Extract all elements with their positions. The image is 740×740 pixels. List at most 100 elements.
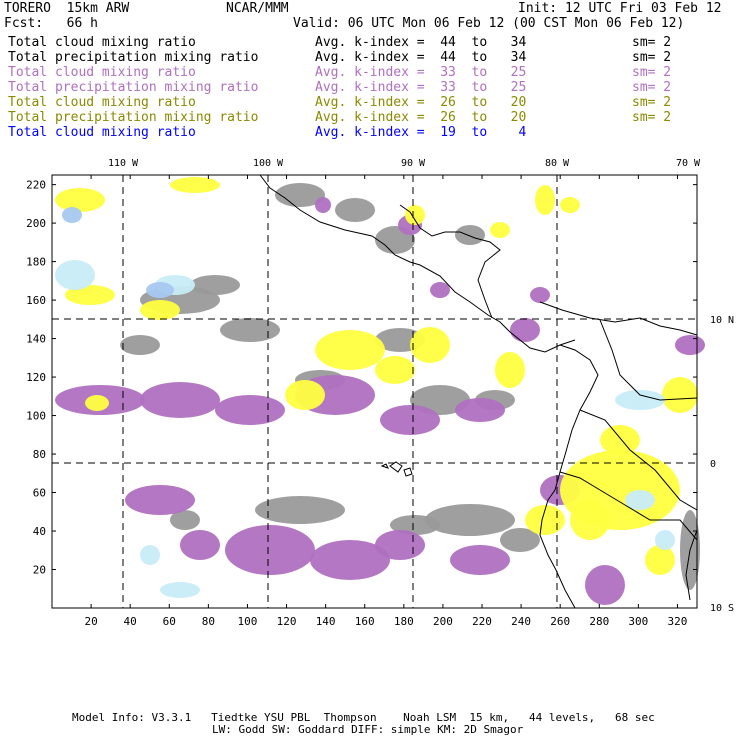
gray-cloud-area-13 [425, 504, 515, 536]
yellow-cloud-area-43 [285, 380, 325, 410]
yellow-cloud-area-44 [410, 327, 450, 363]
legend-sm-2: sm= 2 [632, 65, 672, 80]
purple-cloud-area-33 [315, 197, 331, 213]
gray-cloud-area-12 [255, 496, 345, 524]
purple-cloud-area-36 [530, 287, 550, 303]
x-tick-label-0: 20 [84, 615, 97, 628]
x-tick-label-15: 320 [668, 615, 688, 628]
blue-cloud-area-65 [146, 282, 174, 298]
y-tick-label-3: 80 [33, 448, 46, 461]
model-title: TORERO 15km ARW [4, 1, 130, 16]
y-tick-label-9: 200 [26, 217, 46, 230]
legend-field-0: Total cloud mixing ratio [8, 35, 196, 50]
yellow-cloud-area-45 [375, 356, 415, 384]
purple-cloud-area-23 [455, 398, 505, 422]
purple-cloud-area-25 [225, 525, 315, 575]
forecast-hour: Fcst: 66 h [4, 16, 98, 31]
lon-label-0: 110 W [108, 158, 139, 169]
x-tick-label-5: 120 [277, 615, 297, 628]
legend-sm-0: sm= 2 [632, 35, 672, 50]
country-border-1 [599, 319, 698, 401]
valid-time: Valid: 06 UTC Mon 06 Feb 12 (00 CST Mon … [293, 16, 685, 31]
model-info-line-1: Model Info: V3.3.1 Tiedtke YSU PBL Thomp… [72, 711, 655, 724]
yellow-cloud-area-49 [525, 505, 565, 535]
yellow-cloud-area-56 [600, 425, 640, 455]
x-tick-label-14: 300 [628, 615, 648, 628]
purple-cloud-area-19 [140, 382, 220, 418]
x-tick-label-11: 240 [511, 615, 531, 628]
yellow-cloud-area-53 [560, 197, 580, 213]
yellow-cloud-area-50 [662, 377, 698, 413]
purple-cloud-area-29 [510, 318, 540, 342]
yellow-cloud-area-46 [495, 352, 525, 388]
lat-label-1: 0 [710, 459, 716, 470]
gray-cloud-area-1 [335, 198, 375, 222]
y-tick-label-8: 180 [26, 256, 46, 269]
coastlines [259, 174, 698, 609]
legend-field-4: Total cloud mixing ratio [8, 95, 196, 110]
yellow-cloud-area-51 [490, 222, 510, 238]
x-tick-label-8: 180 [394, 615, 414, 628]
caribbean-coast [399, 204, 501, 319]
gray-cloud-area-14 [500, 528, 540, 552]
x-tick-label-12: 260 [550, 615, 570, 628]
purple-cloud-area-24 [125, 485, 195, 515]
south-america-north-coast [539, 301, 698, 336]
purple-cloud-area-35 [430, 282, 450, 298]
x-tick-label-1: 40 [124, 615, 137, 628]
yellow-cloud-area-40 [65, 285, 115, 305]
lon-label-1: 100 W [253, 158, 284, 169]
lat-label-0: 10 N [710, 315, 734, 326]
yellow-cloud-area-38 [170, 177, 220, 193]
purple-cloud-area-30 [585, 565, 625, 605]
lon-label-2: 90 W [401, 158, 426, 169]
map-frame [51, 174, 698, 609]
pacific-coast [259, 174, 576, 353]
x-tick-label-4: 100 [238, 615, 258, 628]
y-tick-label-7: 160 [26, 294, 46, 307]
purple-cloud-area-20 [215, 395, 285, 425]
lightblue-cloud-area-58 [55, 260, 95, 290]
legend-kindex-6: Avg. k-index = 19 to 4 [315, 125, 527, 140]
legend-sm-4: sm= 2 [632, 95, 672, 110]
gray-cloud-area-15 [390, 515, 440, 535]
legend-kindex-3: Avg. k-index = 33 to 25 [315, 80, 527, 95]
yellow-cloud-area-39 [55, 188, 105, 212]
legend-field-5: Total precipitation mixing ratio [8, 110, 259, 125]
lat-lon-grid: 110 W 100 W 90 W 80 W 70 W 10 N 0 10 S [52, 158, 734, 614]
gray-cloud-area-7 [120, 335, 160, 355]
yellow-cloud-area-42 [315, 330, 385, 370]
x-tick-label-13: 280 [589, 615, 609, 628]
yellow-cloud-area-52 [535, 185, 555, 215]
y-tick-label-0: 20 [33, 564, 46, 577]
gray-cloud-area-17 [170, 510, 200, 530]
model-info-line-2: LW: Godd SW: Goddard DIFF: simple KM: 2D… [212, 723, 524, 736]
legend-kindex-4: Avg. k-index = 26 to 20 [315, 95, 527, 110]
y-tick-label-5: 120 [26, 371, 46, 384]
legend-sm-5: sm= 2 [632, 110, 672, 125]
y-tick-label-1: 40 [33, 525, 46, 538]
y-tick-label-6: 140 [26, 333, 46, 346]
legend-sm-1: sm= 2 [632, 50, 672, 65]
lightblue-cloud-area-63 [140, 545, 160, 565]
lightblue-cloud-area-60 [615, 390, 665, 410]
x-tick-label-9: 200 [433, 615, 453, 628]
brazil-border [685, 529, 698, 601]
legend-field-2: Total cloud mixing ratio [8, 65, 196, 80]
lightblue-cloud-area-64 [655, 530, 675, 550]
legend-sm-3: sm= 2 [632, 80, 672, 95]
legend-field-6: Total cloud mixing ratio [8, 125, 196, 140]
yellow-cloud-area-54 [405, 205, 425, 225]
purple-cloud-area-34 [180, 530, 220, 560]
y-tick-label-4: 100 [26, 410, 46, 423]
x-tick-label-7: 160 [355, 615, 375, 628]
purple-cloud-area-28 [450, 545, 510, 575]
lightblue-cloud-area-61 [625, 490, 655, 510]
lat-label-2: 10 S [710, 603, 734, 614]
yellow-cloud-area-55 [85, 395, 109, 411]
country-border-3 [559, 471, 698, 541]
galapagos-islands [380, 461, 413, 477]
lightblue-cloud-area-62 [160, 582, 200, 598]
lon-label-4: 70 W [676, 158, 701, 169]
